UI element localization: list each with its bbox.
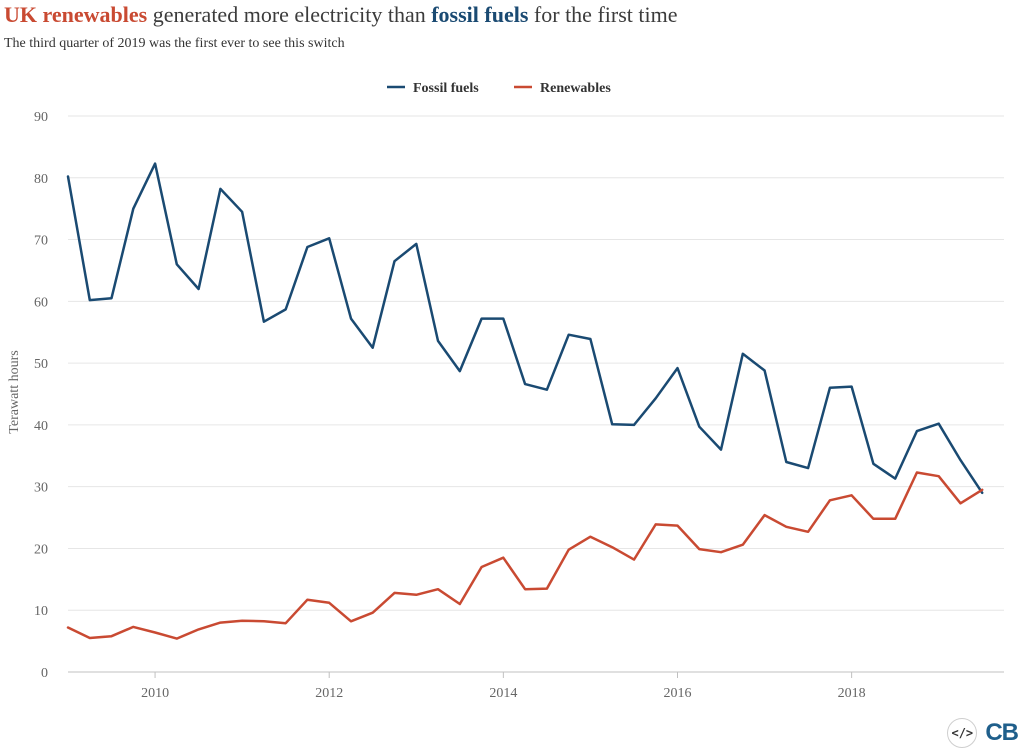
- y-tick-30: 30: [34, 481, 48, 496]
- gridlines: [68, 115, 1004, 673]
- series-lines: [66, 162, 984, 640]
- embed-code-icon[interactable]: </>: [947, 718, 978, 748]
- chart-title: UK renewables generated more electricity…: [4, 2, 678, 28]
- y-tick-40: 40: [34, 419, 48, 434]
- x-tick-2010: 2010: [141, 686, 169, 701]
- x-tick-2016: 2016: [663, 686, 691, 701]
- y-tick-20: 20: [34, 542, 48, 557]
- series-line-renewables[interactable]: [66, 471, 984, 640]
- title-fossil: fossil fuels: [431, 2, 529, 27]
- y-axis-title: Terawatt hours: [7, 350, 22, 433]
- chart-subtitle: The third quarter of 2019 was the first …: [4, 36, 345, 51]
- y-tick-60: 60: [34, 295, 48, 310]
- series-line-fossil-fuels[interactable]: [66, 162, 984, 495]
- title-end: for the first time: [528, 2, 678, 27]
- y-tick-90: 90: [34, 110, 48, 125]
- x-tick-2018: 2018: [838, 686, 866, 701]
- y-tick-0: 0: [41, 666, 48, 681]
- x-tick-labels: 2010 2012 2014 2016 2018: [141, 672, 866, 701]
- title-middle: generated more electricity than: [147, 2, 432, 27]
- y-tick-10: 10: [34, 604, 48, 619]
- y-tick-50: 50: [34, 357, 48, 372]
- legend[interactable]: Fossil fuels Renewables: [387, 81, 611, 96]
- y-tick-80: 80: [34, 172, 48, 187]
- y-tick-labels: 0 10 20 30 40 50 60 70 80 90: [34, 110, 48, 681]
- footer-logos: </> CB: [947, 718, 1019, 748]
- legend-label-fossil-fuels[interactable]: Fossil fuels: [413, 81, 479, 96]
- x-tick-2014: 2014: [489, 686, 517, 701]
- y-tick-70: 70: [34, 234, 48, 249]
- carbon-brief-logo: CB: [985, 719, 1019, 746]
- x-tick-2012: 2012: [315, 686, 343, 701]
- legend-label-renewables[interactable]: Renewables: [540, 81, 611, 96]
- title-renewables: UK renewables: [4, 2, 148, 27]
